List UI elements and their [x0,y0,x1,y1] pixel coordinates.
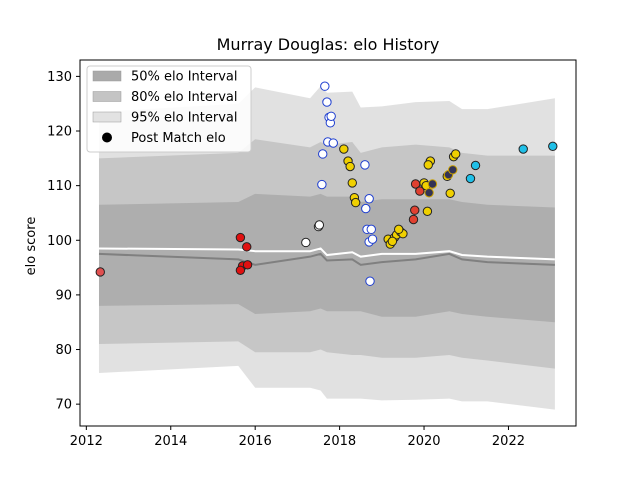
legend-label-2: 95% elo Interval [131,111,238,126]
y-tick-label-80: 80 [55,343,72,358]
mean-line [98,247,555,261]
x-tick-label-2016: 2016 [239,434,272,449]
legend-box [86,65,252,153]
match-point-3-15 [367,234,378,244]
match-point-3-8 [317,179,327,190]
y-tick-label-90: 90 [55,288,72,303]
match-point-0-0 [95,267,105,277]
match-point-1-3 [235,265,246,276]
legend-label-1: 80% elo Interval [131,90,238,105]
plot-area: 2012 2014 2016 2018 2020 2022 70 80 90 100 110 120 1… [47,59,577,449]
match-point-4-15 [423,160,433,170]
match-point-3-11 [361,203,371,214]
x-tick-label-2018: 2018 [323,434,356,449]
match-point-4-0 [339,144,349,154]
match-point-3-4 [326,111,336,121]
match-point-5-1 [415,186,425,196]
match-point-4-22 [422,206,433,217]
match-point-5-0 [410,179,421,189]
legend-marker-3 [102,132,112,143]
legend-swatch-2 [92,111,122,123]
match-point-7-1 [470,160,481,171]
chart-title: Murray Douglas: elo History [217,35,440,54]
match-point-2-0 [301,237,311,248]
match-point-4-13 [394,224,404,235]
x-tick-label-2012: 2012 [70,434,103,449]
legend: 50% elo Interval 80% elo Interval 95% elo … [86,65,252,153]
match-point-7-2 [518,144,528,154]
median-line [98,252,555,266]
legend-label-3: Post Match elo [131,131,226,146]
match-point-4-21 [445,188,455,198]
match-point-5-2 [410,205,420,215]
match-point-5-3 [408,214,419,225]
match-point-4-20 [450,149,461,159]
match-point-1-0 [235,232,246,243]
x-tick-label-2022: 2022 [492,434,525,449]
match-point-6-3 [448,165,458,175]
axes-frame [79,59,577,427]
match-point-3-9 [360,160,370,170]
match-point-1-1 [242,242,252,252]
match-point-6-1 [427,179,438,189]
match-point-3-7 [318,149,328,159]
match-point-4-10 [387,236,398,247]
interval-50-band [98,193,555,323]
x-tick-label-2020: 2020 [407,434,440,449]
match-point-6-0 [424,188,434,198]
legend-swatch-1 [92,91,122,102]
match-point-3-13 [366,224,376,235]
x-tick-label-2014: 2014 [154,434,187,449]
match-point-7-3 [548,141,558,152]
match-point-2-2 [314,220,325,230]
match-point-3-6 [328,138,338,148]
match-point-4-2 [345,161,355,172]
match-point-7-0 [465,173,476,184]
legend-swatch-0 [92,70,122,82]
match-point-1-4 [242,260,253,270]
match-point-3-10 [364,194,374,204]
y-tick-label-110: 110 [47,179,72,194]
y-tick-label-70: 70 [55,398,72,413]
y-tick-label-130: 130 [47,70,72,85]
legend-label-0: 50% elo Interval [131,70,238,85]
match-point-4-3 [347,178,357,188]
match-point-3-0 [320,81,330,91]
y-axis-title: elo score [24,217,39,276]
y-tick-label-120: 120 [47,125,72,140]
match-point-3-1 [322,97,332,107]
y-tick-label-100: 100 [47,234,72,249]
plot-content [95,81,558,410]
match-point-4-5 [350,197,361,208]
match-point-3-16 [365,276,375,286]
